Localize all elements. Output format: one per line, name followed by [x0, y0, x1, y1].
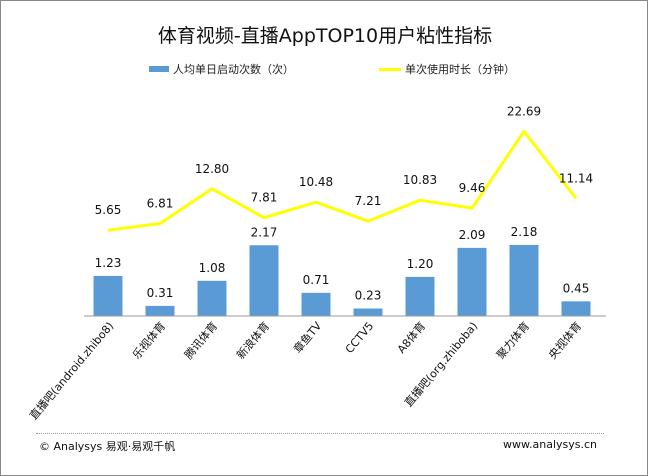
bar-data-label: 1.20 [407, 257, 434, 271]
bar-data-label: 1.08 [199, 261, 226, 275]
chart-title: 体育视频-直播AppTOP10用户粘性指标 [157, 25, 493, 47]
bar [197, 280, 227, 316]
line-series [107, 129, 578, 232]
bar-data-label: 0.31 [147, 286, 174, 300]
bar [93, 275, 123, 316]
line-data-label: 9.46 [459, 181, 486, 195]
x-tick-label: A8体育 [394, 319, 428, 356]
line-data-label: 12.80 [195, 162, 229, 176]
line-data-label: 11.14 [559, 171, 593, 185]
x-tick-label: 新浪体育 [233, 319, 272, 362]
x-tick-label: 腾讯体育 [181, 319, 220, 362]
x-tick-label: 聚力体育 [493, 319, 532, 362]
line-data-label: 7.21 [355, 194, 382, 208]
legend-item-bar: 人均单日启动次数（次） [149, 61, 294, 77]
legend-item-line: 单次使用时长（分钟） [379, 61, 515, 77]
bar [405, 276, 435, 316]
line-data-label: 5.65 [95, 203, 122, 217]
footer-divider [36, 433, 604, 434]
bar-data-label: 0.45 [563, 281, 590, 295]
bar-data-label: 2.18 [511, 225, 538, 239]
x-tick-label: 央视体育 [545, 319, 584, 362]
line-data-label: 6.81 [147, 197, 174, 211]
bar [561, 301, 591, 316]
line-data-label: 7.81 [251, 191, 278, 205]
bar-data-label: 0.23 [355, 289, 382, 303]
bar [249, 245, 279, 316]
bar-data-label: 1.23 [95, 256, 122, 270]
legend-label-line: 单次使用时长（分钟） [405, 63, 515, 76]
bar-data-label: 0.71 [303, 273, 330, 287]
bar [457, 247, 487, 316]
line-data-label: 10.48 [299, 175, 333, 189]
bar-data-label: 2.17 [251, 225, 278, 239]
x-tick-label: CCTV5 [343, 320, 376, 356]
x-tick-label: 乐视体育 [129, 319, 168, 362]
legend-label-bar: 人均单日启动次数（次） [173, 63, 294, 76]
bar [145, 305, 175, 316]
x-tick-label: 直播吧(android.zhibo8) [26, 319, 116, 422]
bar [509, 244, 539, 316]
footer-url: www.analysys.cn [503, 438, 597, 451]
line-data-label: 22.69 [507, 104, 541, 118]
legend-swatch-line [379, 67, 401, 71]
bar [353, 308, 383, 316]
x-tick-label: 章鱼TV [290, 319, 324, 356]
bar-data-label: 2.09 [459, 228, 486, 242]
bar [301, 292, 331, 316]
footer-copyright: © Analysys 易观·易观千帆 [39, 440, 176, 453]
line-data-label: 10.83 [403, 173, 437, 187]
legend-swatch-bar [149, 66, 169, 72]
